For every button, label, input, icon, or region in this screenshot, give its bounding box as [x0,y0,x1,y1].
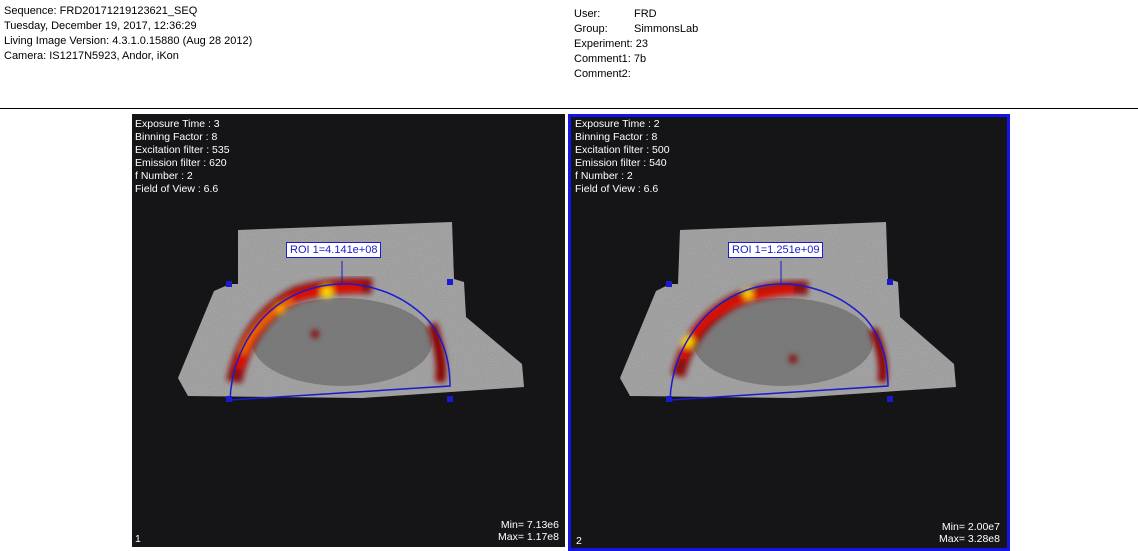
comment2-row: Comment2: [574,67,698,82]
acquisition-settings-1: Exposure Time : 3 Binning Factor : 8 Exc… [135,118,230,196]
intensity-range-2: Min= 2.00e7 Max= 3.28e8 [939,521,1000,545]
max-value: Max= 1.17e8 [497,531,559,543]
group-value: SimmonsLab [634,23,699,35]
luminescence-image-2 [620,222,956,402]
camera-line: Camera: IS1217N5923, Andor, iKon [4,50,179,62]
comment1-key: Comment1: [574,53,631,65]
comment2-key: Comment2: [574,68,631,80]
version-line: Living Image Version: 4.3.1.0.15880 (Aug… [4,35,253,47]
group-row: Group: SimmonsLab [574,22,698,37]
date-line: Tuesday, December 19, 2017, 12:36:29 [4,20,197,32]
exposure-time: Exposure Time : 2 [575,118,660,130]
signal-overlay [671,280,888,383]
roi-measurement-label[interactable]: ROI 1=4.141e+08 [286,242,382,258]
acquisition-info: Sequence: FRD20171219123621_SEQ Tuesday,… [4,4,252,64]
field-of-view: Field of View : 6.6 [575,183,659,195]
acquisition-settings-2: Exposure Time : 2 Binning Factor : 8 Exc… [575,118,670,196]
comment1-row: Comment1: 7b [574,52,698,67]
experiment-key: Experiment: [574,38,633,50]
roi-handle [226,281,232,287]
roi-measurement-label[interactable]: ROI 1=1.251e+09 [728,242,824,258]
group-key: Group: [574,23,608,35]
binning-factor: Binning Factor : 8 [575,131,658,143]
emission-filter: Emission filter : 620 [135,157,227,169]
panel-number: 1 [135,533,141,545]
user-value: FRD [634,8,657,20]
sequence-line: Sequence: FRD20171219123621_SEQ [4,5,198,17]
roi-handle [666,281,672,287]
min-value: Min= 2.00e7 [941,521,1000,533]
user-key: User: [574,8,601,20]
panel-number: 2 [576,535,582,547]
comment1-value: 7b [633,53,647,65]
min-value: Min= 7.13e6 [500,519,559,531]
user-row: User: FRD [574,7,698,22]
roi-handle [666,396,672,402]
experiment-info: User: FRD Group: SimmonsLab Experiment: … [574,7,698,82]
image-panel-2[interactable]: Exposure Time : 2 Binning Factor : 8 Exc… [568,114,1010,551]
roi-handle [887,396,893,402]
intensity-range-1: Min= 7.13e6 Max= 1.17e8 [498,519,559,543]
experiment-row: Experiment: 23 [574,37,698,52]
binning-factor: Binning Factor : 8 [135,131,218,143]
field-of-view: Field of View : 6.6 [135,183,219,195]
max-value: Max= 3.28e8 [938,533,1000,545]
roi-outline [669,283,889,401]
roi-handle [447,396,453,402]
emission-filter: Emission filter : 540 [575,157,667,169]
excitation-filter: Excitation filter : 535 [135,144,230,156]
f-number: f Number : 2 [135,170,193,182]
exposure-time: Exposure Time : 3 [135,118,220,130]
roi-handle [887,279,893,285]
roi-handle [447,279,453,285]
roi-outline [229,283,451,401]
image-panel-1[interactable]: Exposure Time : 3 Binning Factor : 8 Exc… [132,114,565,547]
f-number: f Number : 2 [575,170,633,182]
luminescence-image-1 [178,222,524,402]
roi-handle [226,396,232,402]
header-divider [0,108,1138,109]
excitation-filter: Excitation filter : 500 [575,144,670,156]
experiment-value: 23 [635,38,648,50]
